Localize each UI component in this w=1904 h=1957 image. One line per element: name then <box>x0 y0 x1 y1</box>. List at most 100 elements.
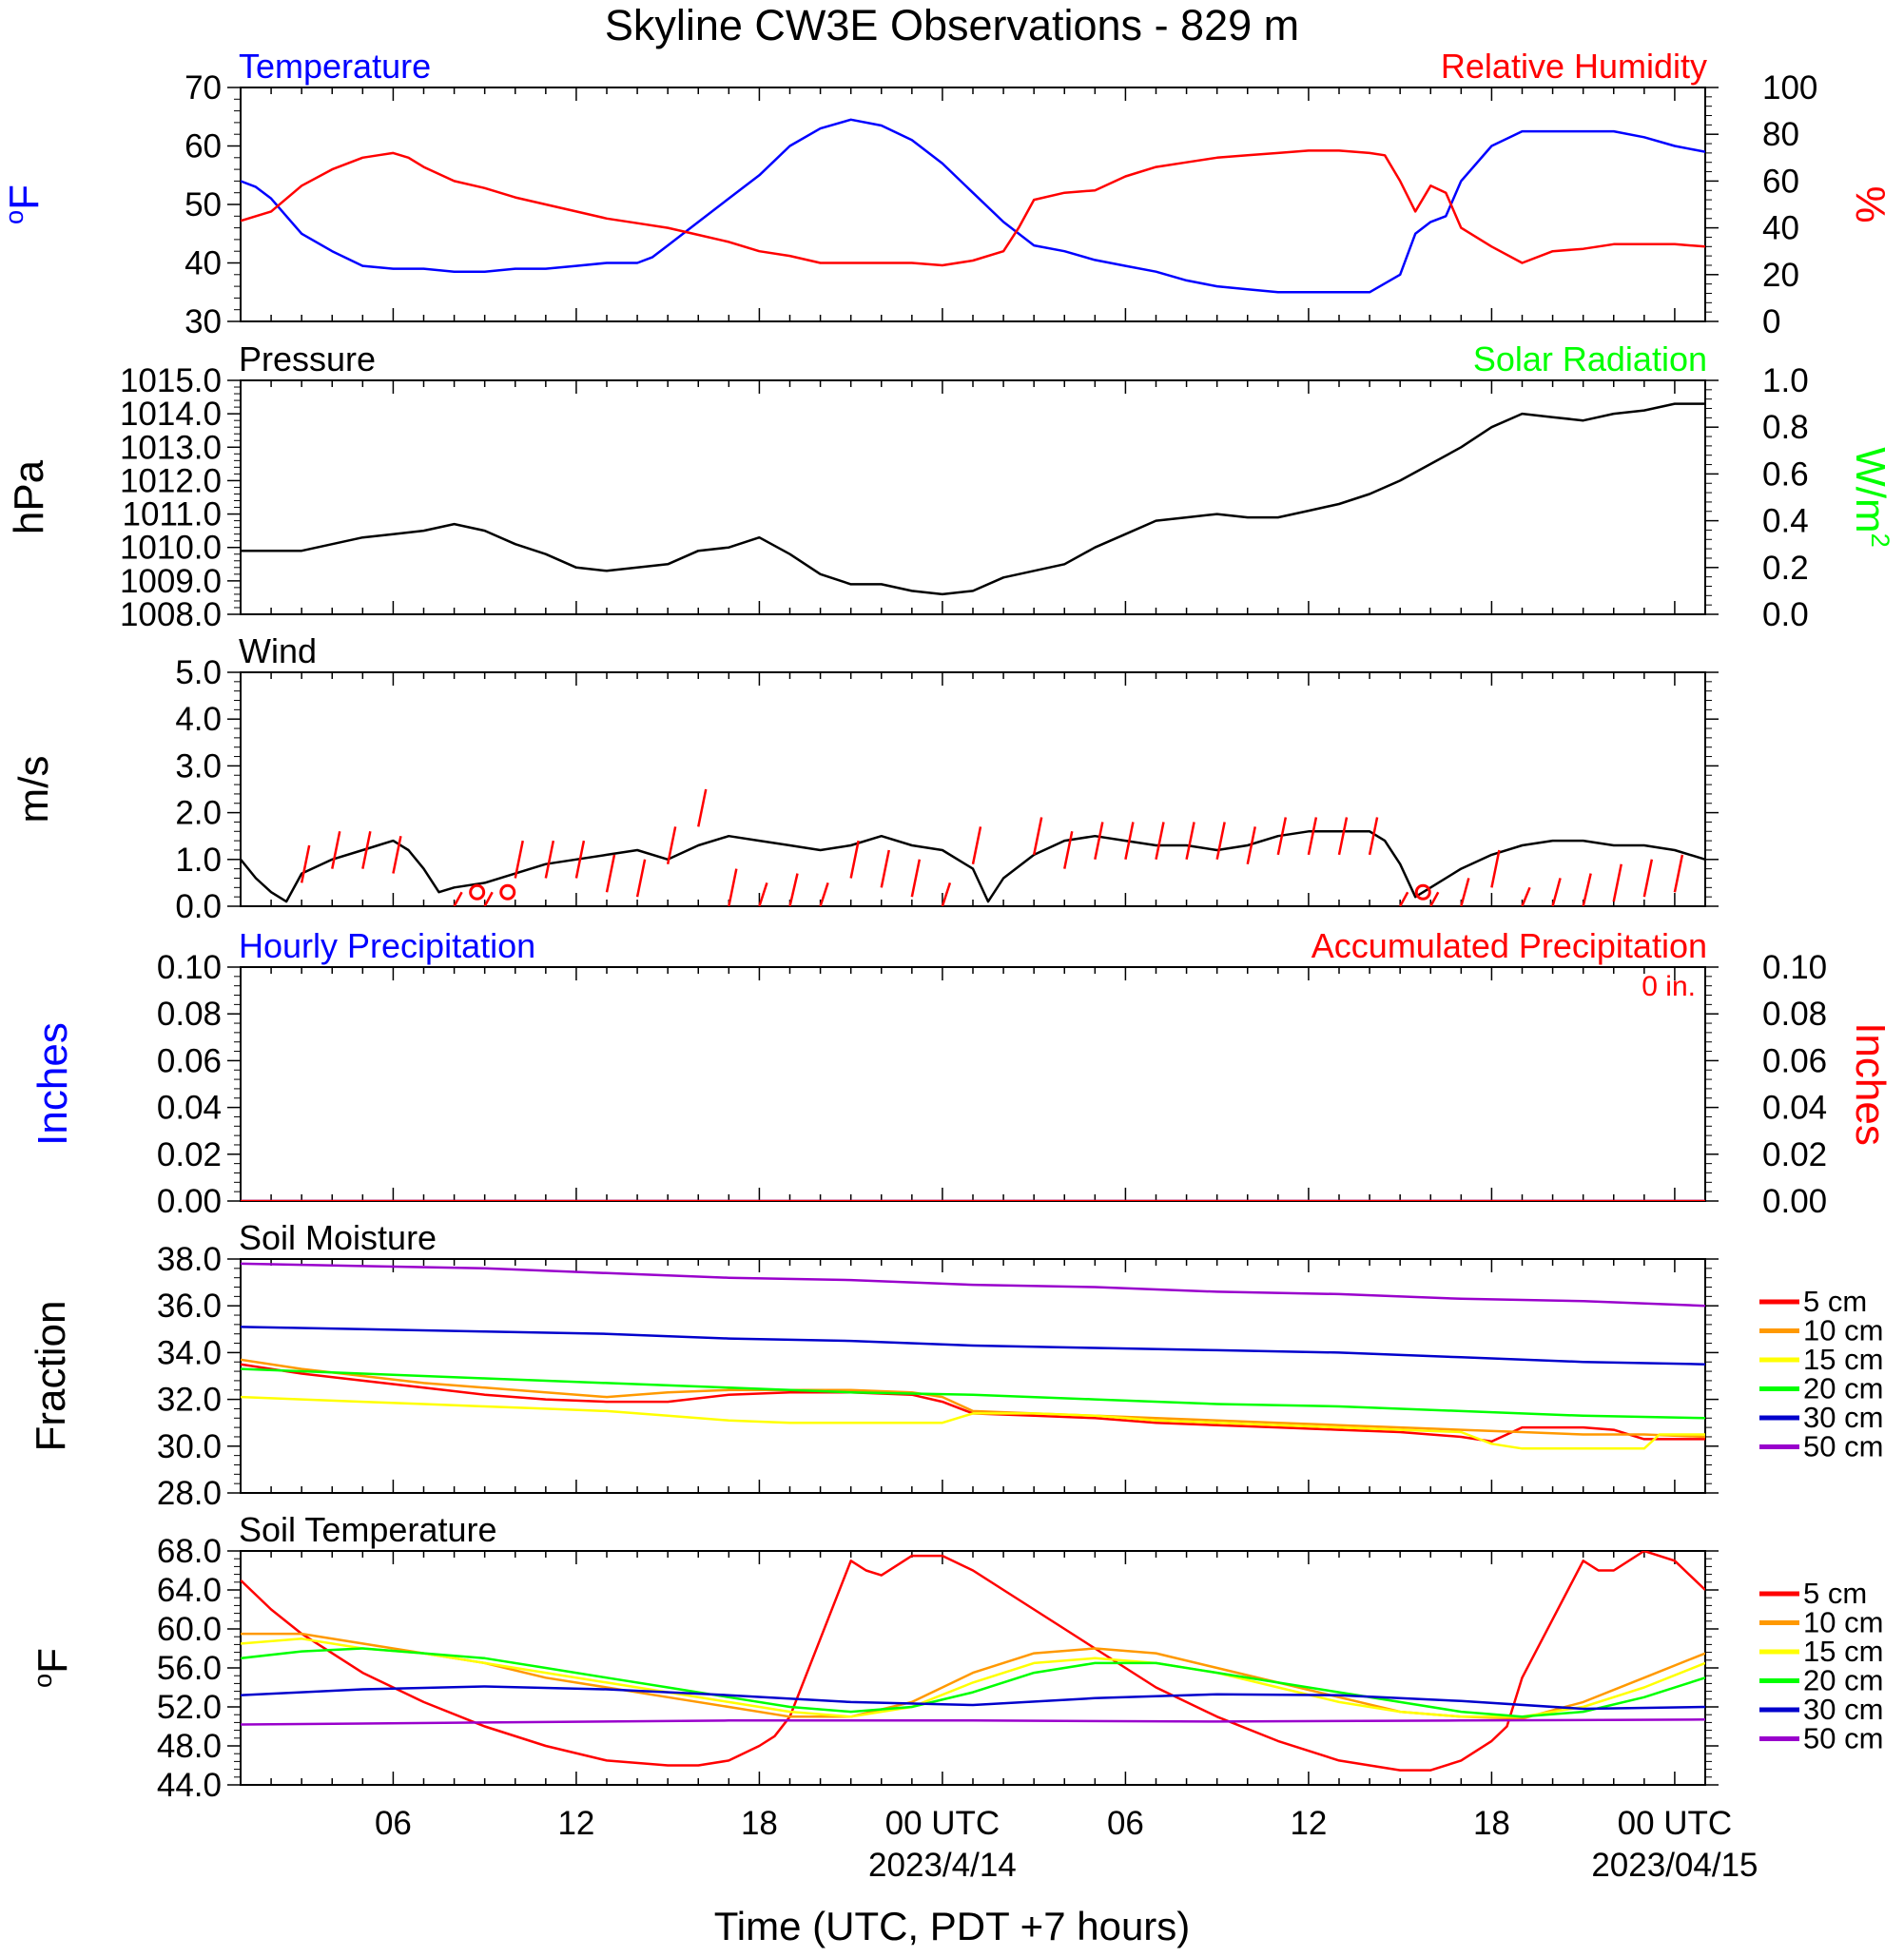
panel-soil-temperature: 44.048.052.056.060.064.068.0 Soil Tempera… <box>28 1510 1883 1804</box>
x-tick-label: 12 <box>557 1805 594 1842</box>
wind-barb <box>941 882 952 906</box>
y-tick-label-right: 0.0 <box>1762 596 1809 633</box>
wind-barb <box>1551 878 1562 906</box>
y-tick-label: 4.0 <box>175 701 222 738</box>
wind-barb <box>483 891 494 906</box>
wind-barb <box>666 826 677 864</box>
legend-label: 50 cm <box>1803 1722 1883 1755</box>
series-50-cm <box>241 1262 1705 1308</box>
wind-barb <box>331 831 341 869</box>
series-relative-humidity <box>241 149 1705 267</box>
calm-wind-marker <box>469 883 486 901</box>
panel-soil-moisture: 28.0 30.0 32.0 34.0 36.0 38.0 Soil Moisture Fra… <box>28 1218 1883 1512</box>
wind-barb <box>1612 863 1622 902</box>
legend-label: 10 cm <box>1803 1606 1883 1639</box>
y-tick-label-right: 0.2 <box>1762 550 1809 587</box>
legend-label: 30 cm <box>1803 1693 1883 1726</box>
y-tick-label: 5.0 <box>175 654 222 691</box>
wind-barb <box>453 891 463 906</box>
x-tick-label: 18 <box>741 1805 778 1842</box>
y-tick-label-right: 80 <box>1762 116 1799 153</box>
y-tick-label: 64.0 <box>157 1572 222 1609</box>
y-tick-label: 34.0 <box>157 1334 222 1371</box>
legend-label: 30 cm <box>1803 1401 1883 1434</box>
y-tick-label-right: 0.04 <box>1762 1090 1827 1127</box>
wind-barb <box>1399 891 1409 906</box>
chart-title: Skyline CW3E Observations - 829 m <box>605 1 1299 49</box>
x-tick-label: 06 <box>375 1805 412 1842</box>
wind-barb <box>1429 891 1440 906</box>
y-tick-label: 1009.0 <box>120 563 222 600</box>
panel-pressure-solar: 1008.01009.01010.01011.01012.01013.01014… <box>6 339 1895 633</box>
x-tick-label: 12 <box>1290 1805 1327 1842</box>
y-tick-label: 56.0 <box>157 1650 222 1687</box>
y-tick-label: 38.0 <box>157 1241 222 1278</box>
y-tick-label: 0.0 <box>175 888 222 925</box>
legend-label: 15 cm <box>1803 1343 1883 1376</box>
wind-barb <box>1124 822 1135 861</box>
y-tick-label-right: 0.6 <box>1762 455 1809 493</box>
wind-barb <box>1521 886 1531 906</box>
wind-barb <box>1673 854 1684 893</box>
panel-title-left: Wind <box>239 631 317 670</box>
y-tick-label: 40 <box>185 245 222 282</box>
wind-barb <box>361 831 372 869</box>
y-tick-label: 36.0 <box>157 1288 222 1325</box>
wind-barb <box>758 882 768 906</box>
y-tick-label-right: 20 <box>1762 257 1799 294</box>
wind-barb <box>605 854 616 893</box>
panel-title-left: Temperature <box>239 47 431 86</box>
wind-barb <box>574 840 586 879</box>
y-tick-label: 0.10 <box>157 949 222 986</box>
panel-title-right: Relative Humidity <box>1441 47 1707 86</box>
legend-label: 5 cm <box>1803 1577 1867 1610</box>
accumulated-total: 0 in. <box>1642 971 1696 1002</box>
y-axis-label-left: Inches <box>29 1022 76 1146</box>
wind-barb <box>1337 817 1349 856</box>
y-tick-label-right: 0.02 <box>1762 1136 1827 1173</box>
y-tick-label: 50 <box>185 186 222 223</box>
wind-barb <box>1490 849 1501 888</box>
y-tick-label-right: 0.08 <box>1762 996 1827 1033</box>
y-axis-label-right: % <box>1847 185 1894 223</box>
series-temperature <box>241 118 1705 294</box>
x-tick-label: 06 <box>1107 1805 1144 1842</box>
wind-barb <box>697 788 708 827</box>
series-20-cm <box>241 1647 1705 1718</box>
panel-title-left: Hourly Precipitation <box>239 926 535 965</box>
date-label: 2023/04/15 <box>1591 1847 1758 1884</box>
series-30-cm <box>241 1326 1705 1366</box>
legend-label: 10 cm <box>1803 1314 1883 1347</box>
x-tick-label: 18 <box>1473 1805 1510 1842</box>
y-tick-label-right: 0.10 <box>1762 949 1827 986</box>
y-tick-label: 0.02 <box>157 1136 222 1173</box>
wind-barb <box>910 859 922 898</box>
series-20-cm <box>241 1367 1705 1420</box>
x-tick-label: 00 UTC <box>1618 1805 1733 1842</box>
y-tick-label: 60.0 <box>157 1611 222 1648</box>
y-tick-label: 2.0 <box>175 795 222 832</box>
y-tick-label: 0.08 <box>157 996 222 1033</box>
y-tick-label: 1012.0 <box>120 462 222 499</box>
wind-barb <box>544 840 555 879</box>
y-tick-label: 0.04 <box>157 1090 222 1127</box>
wind-barb <box>1276 817 1288 856</box>
series-15-cm <box>241 1637 1705 1718</box>
wind-barb <box>1032 817 1043 856</box>
wind-barb <box>849 840 860 879</box>
series-15-cm <box>241 1395 1705 1450</box>
wind-barb <box>1185 822 1195 861</box>
y-axis-label-left: hPa <box>6 459 52 534</box>
wind-barb <box>635 859 647 898</box>
panel-title-left: Soil Temperature <box>239 1510 496 1549</box>
series-10-cm <box>241 1358 1705 1439</box>
y-tick-label: 30.0 <box>157 1428 222 1465</box>
y-tick-label-right: 0.06 <box>1762 1042 1827 1079</box>
y-axis-label-left: oF <box>28 1648 76 1688</box>
y-tick-label-right: 0.00 <box>1762 1183 1827 1220</box>
series-5-cm <box>241 1551 1705 1772</box>
series-wind-speed <box>241 830 1705 903</box>
y-tick-label: 48.0 <box>157 1728 222 1765</box>
